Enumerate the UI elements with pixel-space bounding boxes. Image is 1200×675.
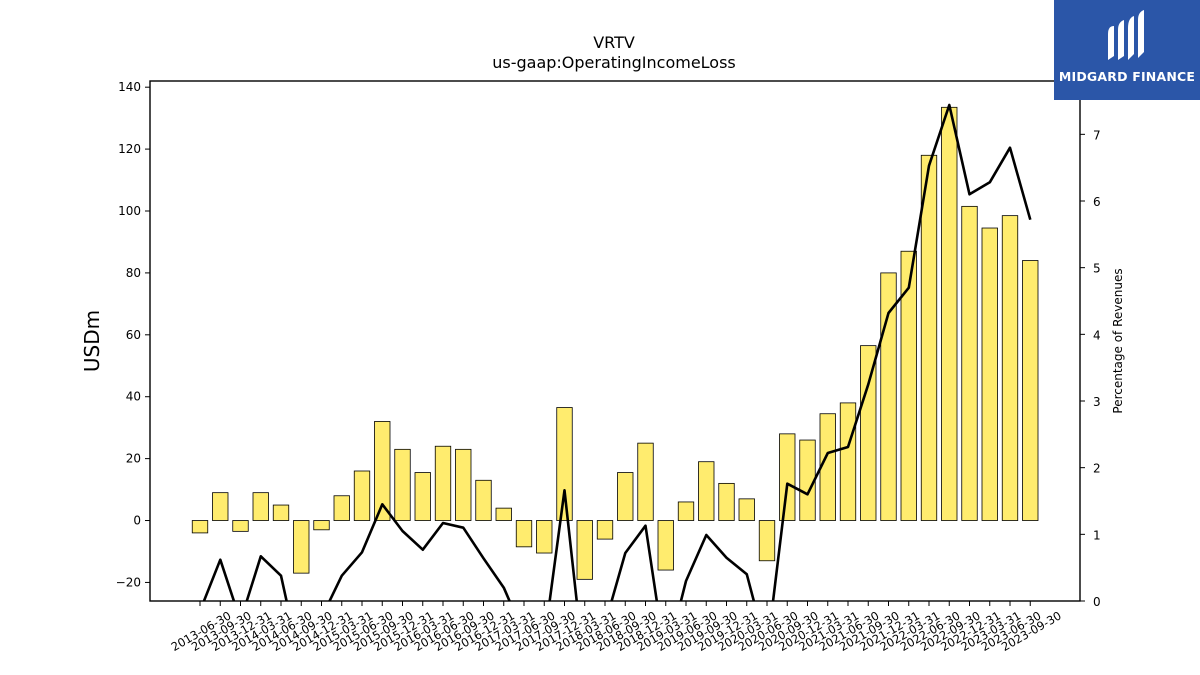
bar-2021-06-30 [839,402,857,521]
y-tick-label: 120 [118,142,141,156]
y-tick-label: −20 [116,575,141,589]
bar-2022-12-31 [961,205,978,521]
bar-2016-09-30 [455,448,472,521]
bar-2016-12-31 [475,479,492,521]
bar-2013-06-30 [191,520,209,534]
bar-2021-03-31 [819,413,836,521]
bar-2015-09-30 [374,421,391,521]
bar-2018-06-30 [596,520,614,540]
y-tick-label: 140 [118,80,141,94]
y-tick-label: 0 [133,514,141,528]
line-series [202,103,1032,601]
bar-2018-09-30 [617,472,634,521]
y2-tick-label: 7 [1093,128,1101,142]
bar-2020-03-31 [738,498,755,521]
bar-2017-12-31 [556,407,573,521]
bar-2015-06-30 [353,470,371,521]
bar-2017-06-30 [515,520,533,548]
y2-tick-label: 0 [1093,595,1101,609]
bar-2017-03-31 [495,507,512,521]
y-axis-label: USDm [80,310,104,372]
bar-group [191,106,1039,580]
logo-mark-icon [1108,10,1144,60]
bar-2014-03-31 [252,492,269,521]
y-tick-label: 80 [126,266,141,280]
brand-logo: MIDGARD FINANCE [1054,0,1200,100]
bar-2022-09-30 [941,106,958,521]
y-tick-label: 40 [126,390,141,404]
bar-2015-03-31 [333,495,350,521]
bar-2020-06-30 [758,520,776,562]
y2-tick-label: 1 [1093,528,1101,542]
bar-2018-03-31 [576,520,593,580]
y2-tick-label: 2 [1093,462,1101,476]
y2-tick-label: 4 [1093,328,1101,342]
y2-tick-label: 6 [1093,195,1101,209]
bar-2015-12-31 [394,448,411,521]
bar-2023-03-31 [981,227,998,521]
axes: −20020406080100120140012345672013-06-302… [116,80,1101,654]
bar-2020-09-30 [779,433,796,521]
bar-2014-09-30 [293,520,310,574]
bar-2013-12-31 [232,520,249,532]
y2-tick-label: 5 [1093,262,1101,276]
bar-2019-12-31 [718,482,735,521]
y2-axis-label: Percentage of Revenues [1111,268,1125,413]
y-tick-label: 100 [118,204,141,218]
y2-tick-label: 3 [1093,395,1101,409]
y-tick-label: 60 [126,328,141,342]
bar-2021-09-30 [860,345,877,521]
bar-2016-03-31 [414,472,431,521]
bar-2016-06-30 [434,445,452,521]
bar-2020-12-31 [799,439,816,521]
chart-subtitle: us-gaap:OperatingIncomeLoss [492,53,736,72]
bar-2019-09-30 [698,461,715,521]
bar-2014-06-30 [272,504,290,521]
bar-2018-12-31 [637,442,654,521]
line-group [202,103,1032,601]
bar-2022-03-31 [900,250,917,521]
chart-title: VRTV [593,33,635,52]
bar-2022-06-30 [920,154,938,521]
bar-2019-06-30 [677,501,695,521]
bar-2013-09-30 [212,492,229,521]
bar-2019-03-31 [657,520,674,571]
plot-frame [149,80,1081,602]
y-tick-label: 20 [126,452,141,466]
bar-2023-09-30 [1022,260,1039,521]
bar-2021-12-31 [880,272,897,521]
bar-2023-06-30 [1001,215,1019,521]
logo-text: MIDGARD FINANCE [1058,69,1196,84]
bar-2017-09-30 [536,520,553,554]
bar-2014-12-31 [313,520,330,531]
